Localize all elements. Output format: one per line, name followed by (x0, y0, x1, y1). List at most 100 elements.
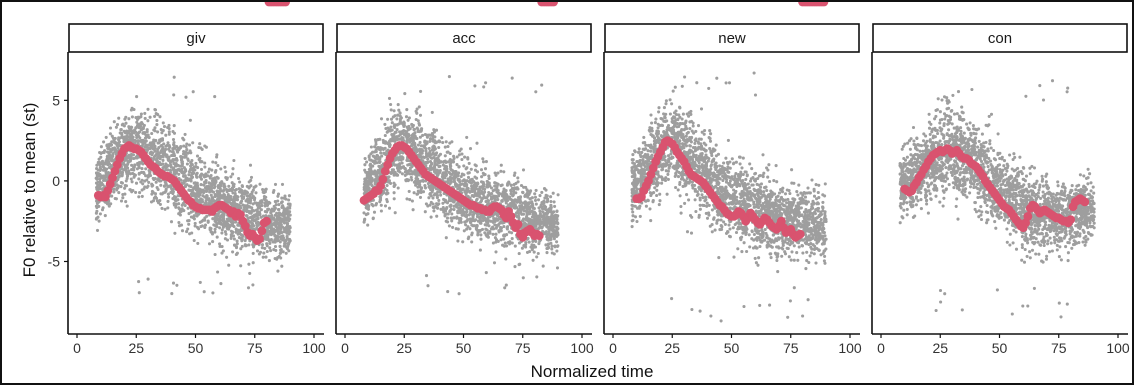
raw-point (363, 156, 367, 161)
raw-point (151, 140, 155, 144)
raw-point (516, 176, 520, 180)
raw-point (219, 222, 223, 226)
raw-point (142, 123, 146, 127)
raw-point (187, 222, 191, 226)
raw-point (444, 219, 448, 223)
raw-point (267, 259, 271, 263)
raw-point (152, 128, 156, 132)
raw-point (407, 189, 411, 193)
raw-point (238, 204, 242, 208)
raw-point (423, 161, 427, 165)
raw-point (259, 208, 263, 212)
raw-point (274, 203, 278, 207)
raw-point (94, 181, 99, 185)
raw-point (211, 240, 215, 244)
raw-point (250, 206, 254, 210)
raw-point (283, 240, 287, 244)
raw-point (260, 243, 265, 247)
raw-point (496, 191, 500, 195)
raw-point (230, 222, 235, 227)
raw-point (530, 215, 534, 219)
raw-point (128, 172, 133, 176)
raw-point (154, 180, 158, 184)
raw-point (550, 244, 554, 248)
raw-point (510, 237, 514, 241)
raw-point (499, 184, 503, 188)
raw-point (470, 240, 474, 244)
raw-point (438, 140, 442, 144)
raw-point (277, 208, 281, 212)
raw-point (186, 206, 190, 210)
raw-point (468, 212, 472, 216)
raw-point (273, 199, 277, 204)
raw-point (287, 194, 291, 198)
raw-point (367, 186, 371, 190)
raw-point (219, 282, 223, 286)
raw-point (462, 212, 466, 216)
raw-point (504, 257, 508, 261)
raw-point (218, 226, 222, 230)
raw-point (209, 230, 213, 234)
raw-point (451, 199, 455, 203)
raw-point (95, 205, 99, 210)
raw-point (213, 227, 217, 231)
raw-point (215, 189, 219, 193)
raw-point (213, 176, 217, 180)
raw-point (242, 205, 247, 210)
raw-point (408, 166, 413, 170)
raw-point (134, 181, 139, 185)
raw-point (441, 163, 445, 167)
raw-point (493, 171, 497, 175)
raw-point (106, 162, 110, 167)
raw-point (385, 188, 389, 192)
raw-point (183, 152, 187, 156)
raw-point (229, 236, 233, 240)
raw-point (536, 251, 540, 256)
raw-point (255, 208, 259, 212)
raw-point (215, 225, 219, 229)
raw-point (387, 206, 392, 210)
raw-point (161, 158, 165, 162)
raw-point (446, 144, 450, 149)
raw-point (418, 195, 423, 199)
raw-point (193, 185, 197, 189)
raw-point (116, 175, 120, 179)
raw-point (443, 167, 447, 171)
raw-point (269, 210, 273, 214)
raw-point (220, 251, 224, 255)
raw-point (172, 131, 177, 135)
raw-point (398, 155, 402, 159)
raw-point (221, 218, 225, 222)
raw-point (246, 286, 251, 290)
raw-point (283, 218, 288, 222)
raw-point (396, 173, 400, 177)
raw-point (183, 132, 187, 136)
raw-point (195, 189, 199, 193)
facet-strip-label: acc (452, 30, 476, 47)
raw-point (555, 266, 560, 270)
raw-point (117, 143, 121, 147)
raw-point (545, 225, 549, 229)
raw-point (464, 192, 468, 196)
raw-point (485, 179, 489, 183)
raw-point (176, 146, 180, 150)
raw-point (240, 184, 244, 188)
raw-point (433, 157, 437, 161)
raw-point (239, 264, 243, 268)
raw-point (459, 217, 463, 221)
raw-point (95, 228, 100, 232)
raw-point (167, 144, 171, 148)
raw-point (159, 183, 163, 187)
raw-point (480, 175, 484, 179)
raw-point (487, 224, 491, 228)
raw-point (166, 199, 170, 203)
raw-point (418, 153, 422, 158)
raw-point (411, 132, 415, 137)
raw-point (107, 165, 111, 170)
raw-point (255, 212, 259, 216)
raw-point (150, 192, 154, 196)
raw-point (233, 192, 237, 196)
raw-point (108, 132, 112, 136)
facet-strip-box (68, 23, 324, 53)
